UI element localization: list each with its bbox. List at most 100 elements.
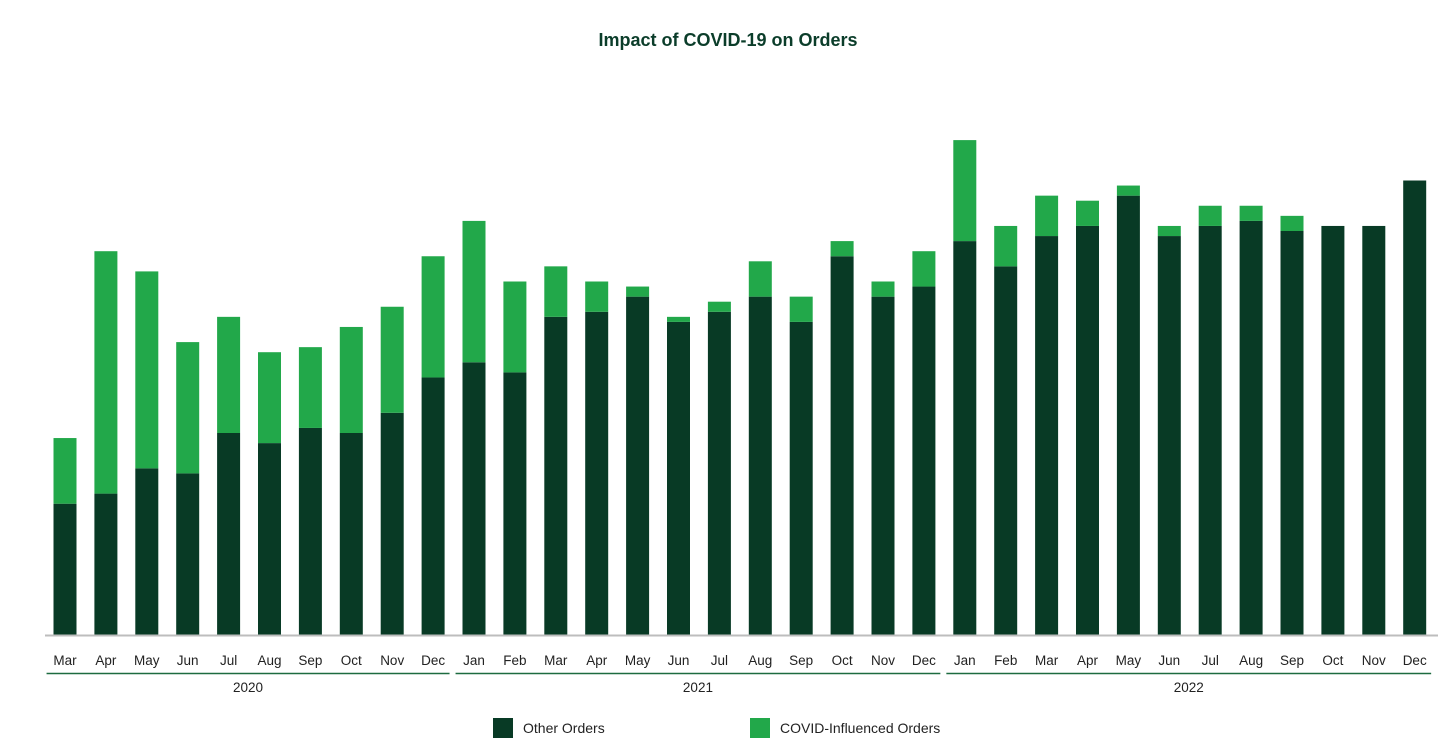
bar-covid-11 [503, 281, 527, 373]
x-tick-label: Jun [177, 653, 199, 668]
x-tick-label: Jun [1158, 653, 1180, 668]
bar-other-10 [462, 362, 486, 635]
x-tick-label: Jan [463, 653, 485, 668]
bar-other-6 [298, 427, 322, 635]
x-tick-label: Apr [1077, 653, 1099, 668]
bar-covid-29 [1239, 205, 1263, 221]
legend-item-covid: COVID-Influenced Orders [750, 718, 940, 738]
bar-covid-15 [667, 316, 690, 322]
bar-covid-22 [953, 140, 977, 242]
bar-other-19 [830, 256, 854, 635]
x-tick-label: Jun [668, 653, 690, 668]
bar-covid-3 [176, 342, 200, 474]
bar-other-9 [421, 377, 445, 635]
bar-other-1 [94, 493, 118, 635]
bar-covid-26 [1116, 185, 1140, 196]
bar-other-5 [258, 443, 281, 635]
bar-covid-16 [707, 301, 731, 312]
x-tick-label: Oct [341, 653, 362, 668]
x-tick-label: Oct [1322, 653, 1343, 668]
legend-swatch-other [493, 718, 513, 738]
x-tick-label: Jul [1202, 653, 1219, 668]
bar-covid-28 [1198, 205, 1222, 226]
bar-other-0 [53, 503, 77, 635]
x-tick-label: Jul [711, 653, 728, 668]
x-tick-label: Aug [1239, 653, 1263, 668]
bar-other-26 [1116, 195, 1140, 635]
bar-covid-6 [298, 347, 322, 428]
x-tick-label: Aug [748, 653, 772, 668]
x-tick-label: Oct [832, 653, 853, 668]
legend: Other Orders COVID-Influenced Orders [0, 718, 1456, 742]
year-label-2020: 2020 [233, 680, 263, 695]
bar-covid-20 [871, 281, 895, 297]
bar-other-24 [1035, 236, 1059, 636]
bar-covid-24 [1035, 195, 1059, 237]
bar-other-16 [707, 311, 731, 635]
x-tick-label: Nov [380, 653, 404, 668]
bar-other-14 [626, 296, 650, 635]
bar-other-15 [667, 321, 690, 635]
bar-other-23 [994, 266, 1018, 635]
bar-covid-14 [626, 286, 650, 297]
bar-covid-12 [544, 266, 568, 317]
x-tick-label: Aug [257, 653, 281, 668]
bar-covid-19 [830, 241, 854, 257]
bar-covid-25 [1076, 200, 1099, 226]
bar-covid-13 [585, 281, 609, 312]
bar-other-4 [217, 433, 241, 635]
bar-other-25 [1076, 225, 1099, 635]
bar-other-13 [585, 311, 609, 635]
bar-covid-7 [339, 326, 363, 433]
x-tick-label: Mar [544, 653, 568, 668]
bar-other-32 [1362, 225, 1386, 635]
chart-title: Impact of COVID-19 on Orders [598, 30, 858, 50]
x-tick-label: Jan [954, 653, 976, 668]
x-tick-label: Apr [95, 653, 117, 668]
bar-other-31 [1321, 225, 1345, 635]
x-tick-label: May [625, 653, 651, 668]
bar-covid-10 [462, 220, 486, 363]
bar-covid-4 [217, 316, 241, 433]
bar-covid-9 [421, 256, 445, 378]
bar-covid-8 [380, 306, 404, 413]
x-tick-label: Dec [421, 653, 445, 668]
bar-covid-27 [1157, 225, 1181, 237]
bar-other-8 [380, 412, 404, 635]
bar-covid-17 [748, 261, 772, 297]
legend-label-other: Other Orders [523, 720, 605, 736]
bar-other-20 [871, 296, 895, 635]
x-tick-label: Mar [53, 653, 77, 668]
bar-other-12 [544, 316, 568, 635]
year-label-2021: 2021 [683, 680, 713, 695]
x-tick-label: May [134, 653, 160, 668]
x-tick-label: Nov [871, 653, 895, 668]
bar-other-33 [1403, 180, 1427, 635]
x-tick-labels: Mar Apr May Jun Jul Aug Sep Oct Nov Dec Jan Feb Mar A… [53, 653, 1427, 668]
bar-covid-1 [94, 251, 118, 494]
bar-other-17 [748, 296, 772, 635]
x-tick-label: Sep [298, 653, 322, 668]
x-tick-label: May [1116, 653, 1142, 668]
bar-other-30 [1280, 231, 1304, 635]
x-tick-label: Feb [994, 653, 1017, 668]
bar-other-28 [1198, 225, 1222, 635]
bar-other-21 [912, 286, 936, 635]
bar-covid-0 [53, 438, 77, 504]
bar-covid-21 [912, 251, 936, 287]
x-tick-label: Dec [1403, 653, 1427, 668]
bar-other-27 [1157, 236, 1181, 636]
legend-label-covid: COVID-Influenced Orders [780, 720, 941, 736]
bars-group [53, 140, 1427, 636]
bar-covid-30 [1280, 215, 1304, 231]
x-tick-label: Sep [1280, 653, 1304, 668]
x-tick-label: Sep [789, 653, 813, 668]
x-tick-label: Feb [503, 653, 526, 668]
legend-item-other: Other Orders [493, 718, 605, 738]
bar-covid-2 [135, 271, 159, 469]
bar-other-7 [339, 433, 363, 635]
bar-other-2 [135, 468, 159, 635]
year-groups: 2020 2021 2022 [46, 672, 1432, 695]
bar-other-22 [953, 241, 977, 635]
